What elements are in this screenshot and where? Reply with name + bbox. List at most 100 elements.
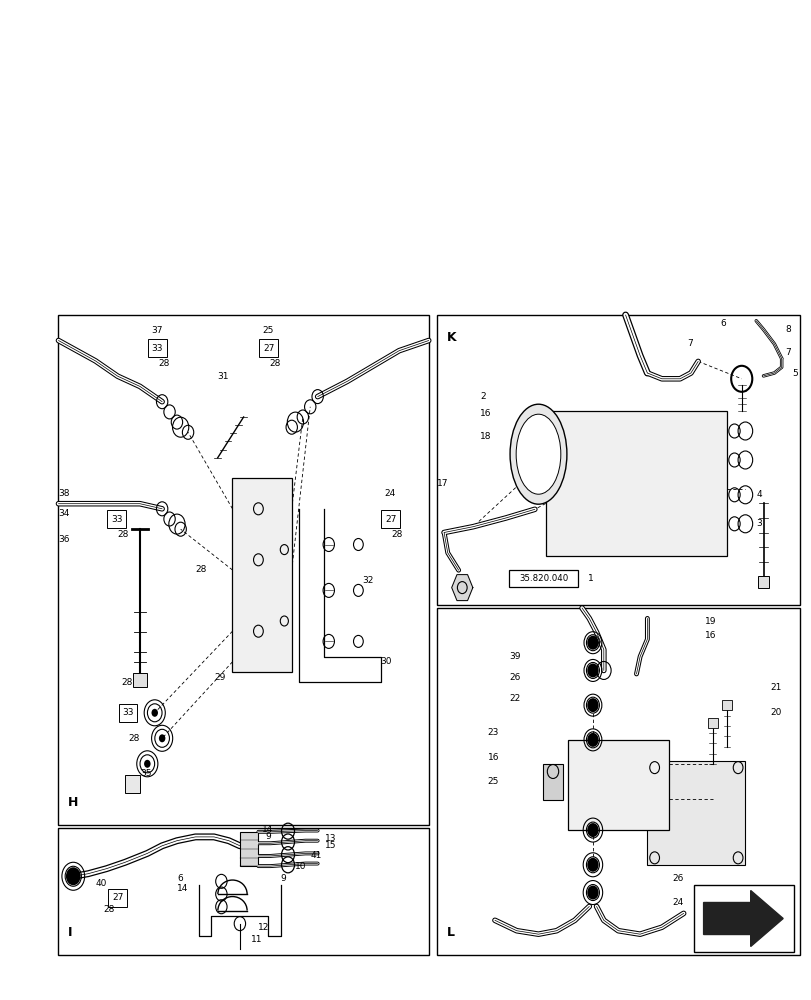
Text: 16: 16 (480, 409, 491, 418)
Text: 25: 25 (487, 777, 499, 786)
Text: 7: 7 (686, 339, 693, 348)
Text: 5: 5 (792, 368, 797, 377)
Text: 9: 9 (265, 832, 271, 841)
Text: 13: 13 (324, 834, 336, 843)
Bar (58, 828, 428, 955)
Circle shape (159, 734, 165, 742)
Circle shape (586, 663, 598, 677)
Text: 28: 28 (391, 530, 402, 539)
Bar (58, 315, 428, 825)
Text: 39: 39 (508, 652, 521, 661)
Bar (693, 885, 793, 952)
Bar (118, 704, 137, 722)
Text: 26: 26 (508, 673, 520, 682)
Text: 31: 31 (217, 372, 229, 381)
Text: 3: 3 (755, 519, 761, 528)
Bar (707, 718, 717, 728)
Text: 12: 12 (258, 923, 269, 932)
Text: 40: 40 (96, 879, 107, 888)
Text: K: K (446, 331, 456, 344)
Text: 27: 27 (112, 893, 123, 902)
Text: 36: 36 (58, 535, 70, 544)
Text: 24: 24 (384, 489, 395, 498)
Text: 16: 16 (487, 753, 499, 762)
Circle shape (152, 709, 158, 717)
Text: 27: 27 (263, 344, 274, 353)
Text: 15: 15 (324, 841, 336, 850)
Text: 17: 17 (436, 479, 448, 488)
Text: 29: 29 (214, 673, 225, 682)
Circle shape (586, 886, 598, 900)
Text: 33: 33 (122, 708, 134, 717)
Text: 35.820.040: 35.820.040 (519, 574, 568, 583)
Bar (508, 570, 577, 587)
Text: 33: 33 (152, 344, 163, 353)
Text: 9: 9 (281, 874, 286, 883)
Text: 34: 34 (58, 509, 70, 518)
Circle shape (586, 636, 598, 650)
Bar (132, 673, 147, 687)
Text: 6: 6 (719, 319, 725, 328)
Text: H: H (68, 796, 79, 809)
Text: 35: 35 (139, 770, 151, 778)
Text: 30: 30 (380, 657, 392, 666)
Text: 28: 28 (118, 530, 129, 539)
Text: 28: 28 (103, 905, 114, 914)
Bar (148, 339, 167, 357)
Text: 21: 21 (770, 683, 781, 692)
Polygon shape (702, 890, 782, 946)
Bar (107, 510, 126, 528)
Text: 19: 19 (705, 617, 716, 626)
Text: 2: 2 (480, 392, 486, 401)
Text: 14: 14 (262, 825, 273, 834)
Polygon shape (451, 575, 472, 601)
Text: 18: 18 (480, 432, 491, 441)
Circle shape (586, 858, 598, 872)
Bar (259, 339, 277, 357)
Text: I: I (68, 926, 73, 939)
Text: 11: 11 (251, 935, 262, 944)
Text: 28: 28 (195, 566, 207, 574)
Text: 24: 24 (672, 898, 683, 907)
Text: 10: 10 (295, 862, 307, 871)
Bar (543, 764, 562, 800)
Bar (436, 315, 799, 605)
Text: 4: 4 (755, 490, 761, 499)
Bar (545, 411, 727, 556)
Text: 33: 33 (111, 514, 122, 524)
Text: 25: 25 (262, 326, 273, 335)
Text: 28: 28 (269, 359, 281, 368)
Bar (239, 832, 258, 866)
Text: 7: 7 (784, 348, 790, 357)
Bar (722, 700, 732, 710)
Text: 32: 32 (362, 576, 373, 585)
Circle shape (586, 698, 598, 712)
Text: 37: 37 (151, 326, 162, 335)
Text: 14: 14 (177, 884, 188, 893)
Circle shape (586, 823, 598, 837)
Text: 16: 16 (705, 631, 716, 640)
Bar (436, 608, 799, 955)
Bar (757, 576, 768, 588)
Text: L: L (446, 926, 454, 939)
Text: 28: 28 (129, 734, 140, 743)
Circle shape (144, 760, 150, 768)
Bar (232, 478, 291, 672)
Ellipse shape (509, 404, 566, 504)
Text: 23: 23 (487, 728, 499, 737)
Bar (567, 740, 668, 830)
Bar (125, 775, 139, 793)
Text: 6: 6 (177, 874, 182, 883)
Text: 38: 38 (58, 489, 70, 498)
Text: 28: 28 (158, 359, 169, 368)
Text: 8: 8 (784, 325, 790, 334)
Bar (646, 761, 744, 865)
Ellipse shape (516, 414, 560, 494)
Bar (381, 510, 400, 528)
Circle shape (66, 867, 80, 885)
Text: 27: 27 (384, 514, 396, 524)
Text: 20: 20 (770, 708, 781, 717)
Text: 22: 22 (508, 694, 520, 703)
Bar (108, 889, 127, 907)
Text: 28: 28 (122, 678, 133, 687)
